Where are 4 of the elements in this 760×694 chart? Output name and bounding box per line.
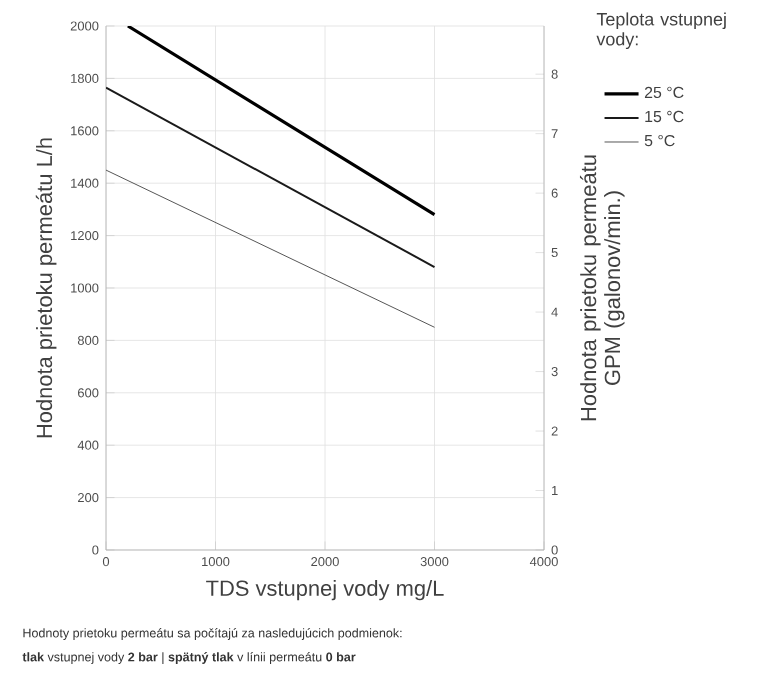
y-axis-title: Hodnota prietoku permeátu L/h — [35, 138, 57, 438]
y2-axis-title: Hodnota prietoku permeátu GPM (galonov/min.) — [579, 155, 625, 421]
legend-title: Teplota vstupnej vody: — [596, 12, 726, 50]
x-axis-title: TDS vstupnej vody mg/L — [206, 579, 444, 601]
